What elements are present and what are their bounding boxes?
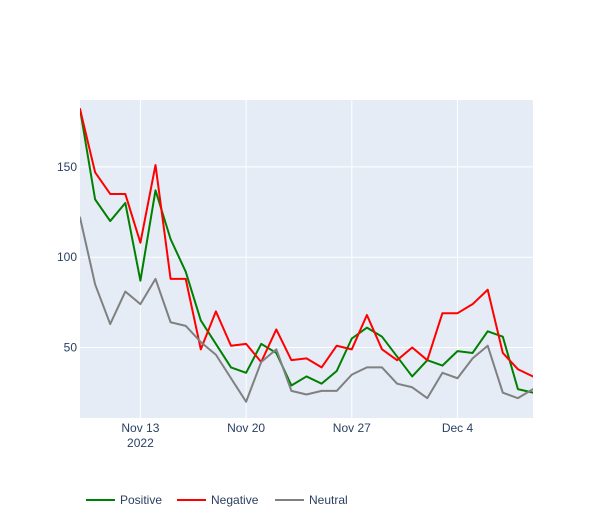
series-line-negative	[80, 108, 533, 378]
y-tick-label: 50	[64, 341, 78, 355]
legend-item-neutral[interactable]: Neutral	[275, 493, 348, 507]
y-axis-ticks: 50 100 150	[57, 160, 77, 355]
series-lines	[80, 108, 533, 403]
y-tick-label: 150	[57, 160, 77, 174]
series-line-positive	[80, 108, 533, 394]
series-line-neutral	[80, 216, 533, 403]
x-tick-year-label: 2022	[127, 436, 154, 450]
y-tick-label: 100	[57, 250, 77, 264]
plot-area-background	[80, 100, 533, 418]
x-tick-label: Dec 4	[442, 421, 474, 435]
legend-item-positive[interactable]: Positive	[86, 493, 162, 507]
x-tick-label: Nov 13	[121, 421, 159, 435]
legend-item-negative[interactable]: Negative	[177, 493, 259, 507]
legend-label: Positive	[120, 493, 162, 507]
legend-label: Neutral	[309, 493, 348, 507]
legend[interactable]: Positive Negative Neutral	[86, 493, 348, 507]
x-tick-label: Nov 27	[333, 421, 371, 435]
x-tick-label: Nov 20	[227, 421, 265, 435]
legend-label: Negative	[211, 493, 259, 507]
